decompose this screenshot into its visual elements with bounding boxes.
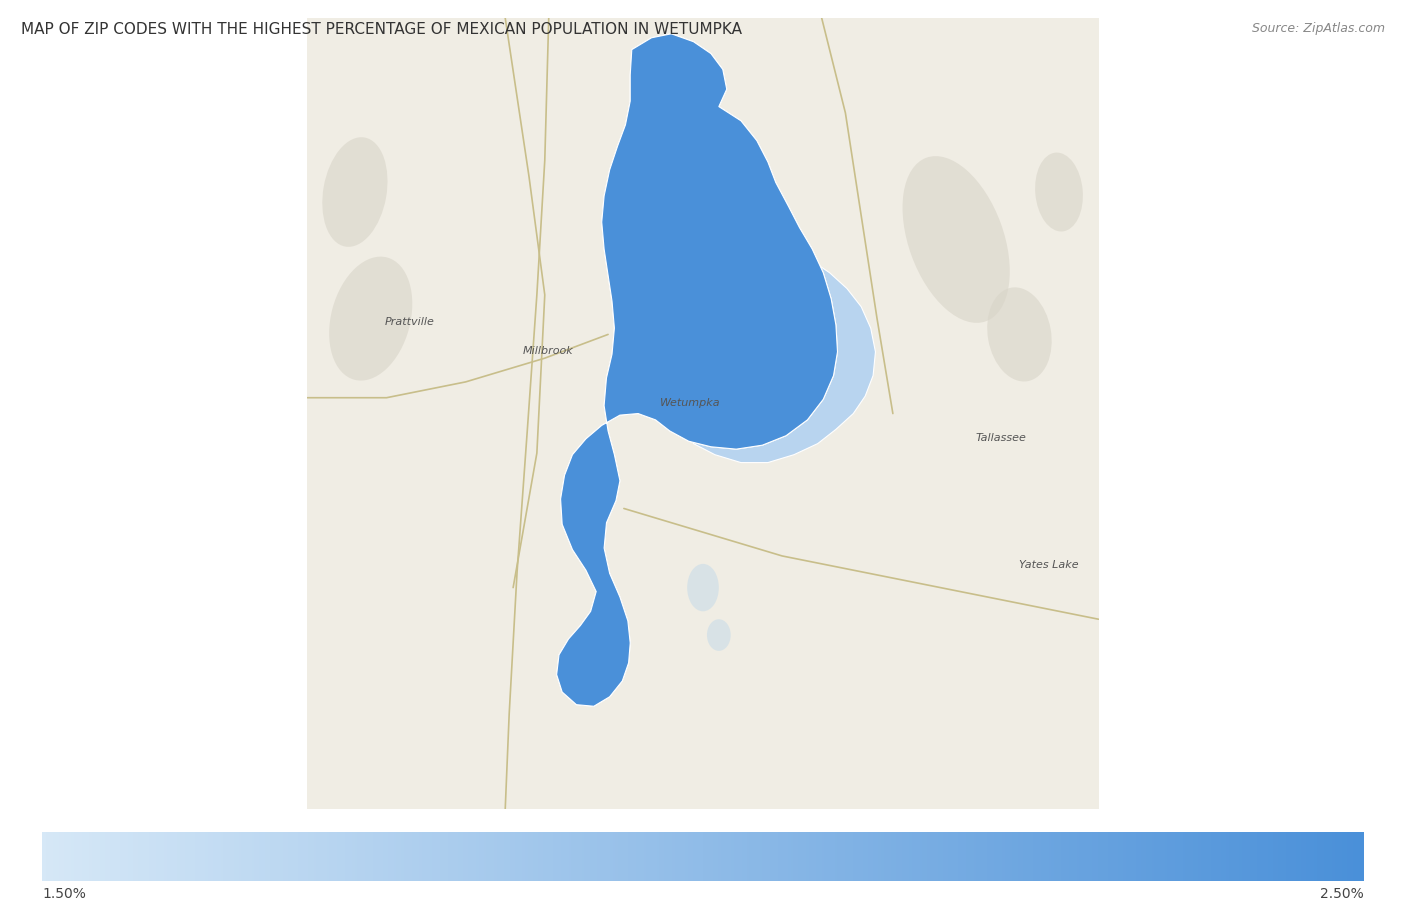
Ellipse shape <box>329 256 412 380</box>
Text: 1.50%: 1.50% <box>42 887 86 899</box>
Polygon shape <box>654 238 876 463</box>
Polygon shape <box>557 34 838 707</box>
Text: Tallassee: Tallassee <box>976 433 1026 443</box>
Text: Prattville: Prattville <box>385 317 434 327</box>
Text: MAP OF ZIP CODES WITH THE HIGHEST PERCENTAGE OF MEXICAN POPULATION IN WETUMPKA: MAP OF ZIP CODES WITH THE HIGHEST PERCEN… <box>21 22 742 38</box>
Ellipse shape <box>903 156 1010 323</box>
Ellipse shape <box>987 288 1052 381</box>
Ellipse shape <box>322 138 388 247</box>
Polygon shape <box>557 34 838 707</box>
Text: Wetumpka: Wetumpka <box>659 397 720 407</box>
Ellipse shape <box>1035 153 1083 231</box>
Ellipse shape <box>688 564 718 611</box>
Text: Yates Lake: Yates Lake <box>1019 560 1078 570</box>
Text: Millbrook: Millbrook <box>523 346 574 356</box>
Text: 2.50%: 2.50% <box>1320 887 1364 899</box>
Text: Source: ZipAtlas.com: Source: ZipAtlas.com <box>1251 22 1385 35</box>
Ellipse shape <box>707 619 731 651</box>
